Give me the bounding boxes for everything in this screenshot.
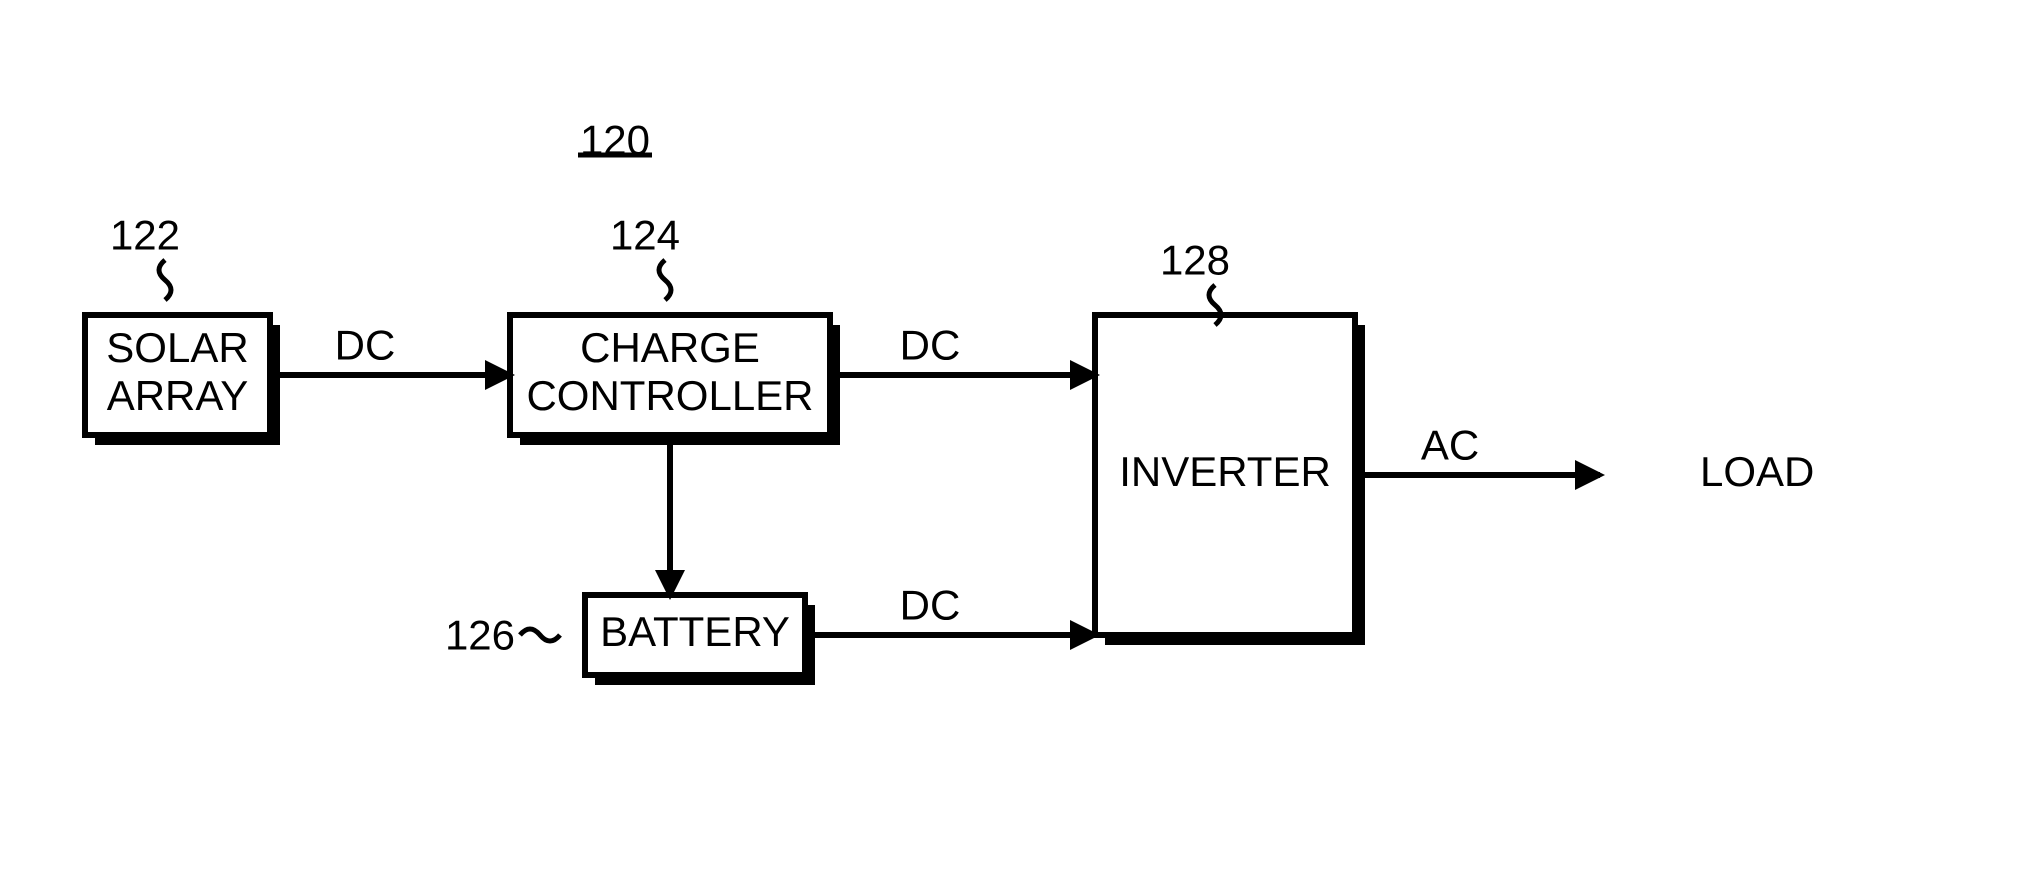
load-label: LOAD — [1700, 448, 1814, 495]
battery-label: BATTERY — [600, 608, 790, 655]
solar-label: SOLAR — [106, 324, 248, 371]
squiggle-122 — [159, 260, 171, 300]
edge-label-charge-inverter: DC — [900, 322, 961, 369]
edge-label-inverter-load: AC — [1421, 422, 1479, 469]
squiggle-124 — [659, 260, 671, 300]
ref-124: 124 — [610, 212, 680, 259]
edge-label-solar-charge: DC — [335, 322, 396, 369]
ref-122: 122 — [110, 212, 180, 259]
edge-label-battery-inverter: DC — [900, 582, 961, 629]
charge-label: CONTROLLER — [526, 372, 813, 419]
solar-label: ARRAY — [107, 372, 249, 419]
charge-label: CHARGE — [580, 324, 760, 371]
squiggle-126 — [520, 629, 560, 641]
ref-128: 128 — [1160, 237, 1230, 284]
ref-126: 126 — [445, 612, 515, 659]
inverter-label: INVERTER — [1119, 448, 1331, 495]
